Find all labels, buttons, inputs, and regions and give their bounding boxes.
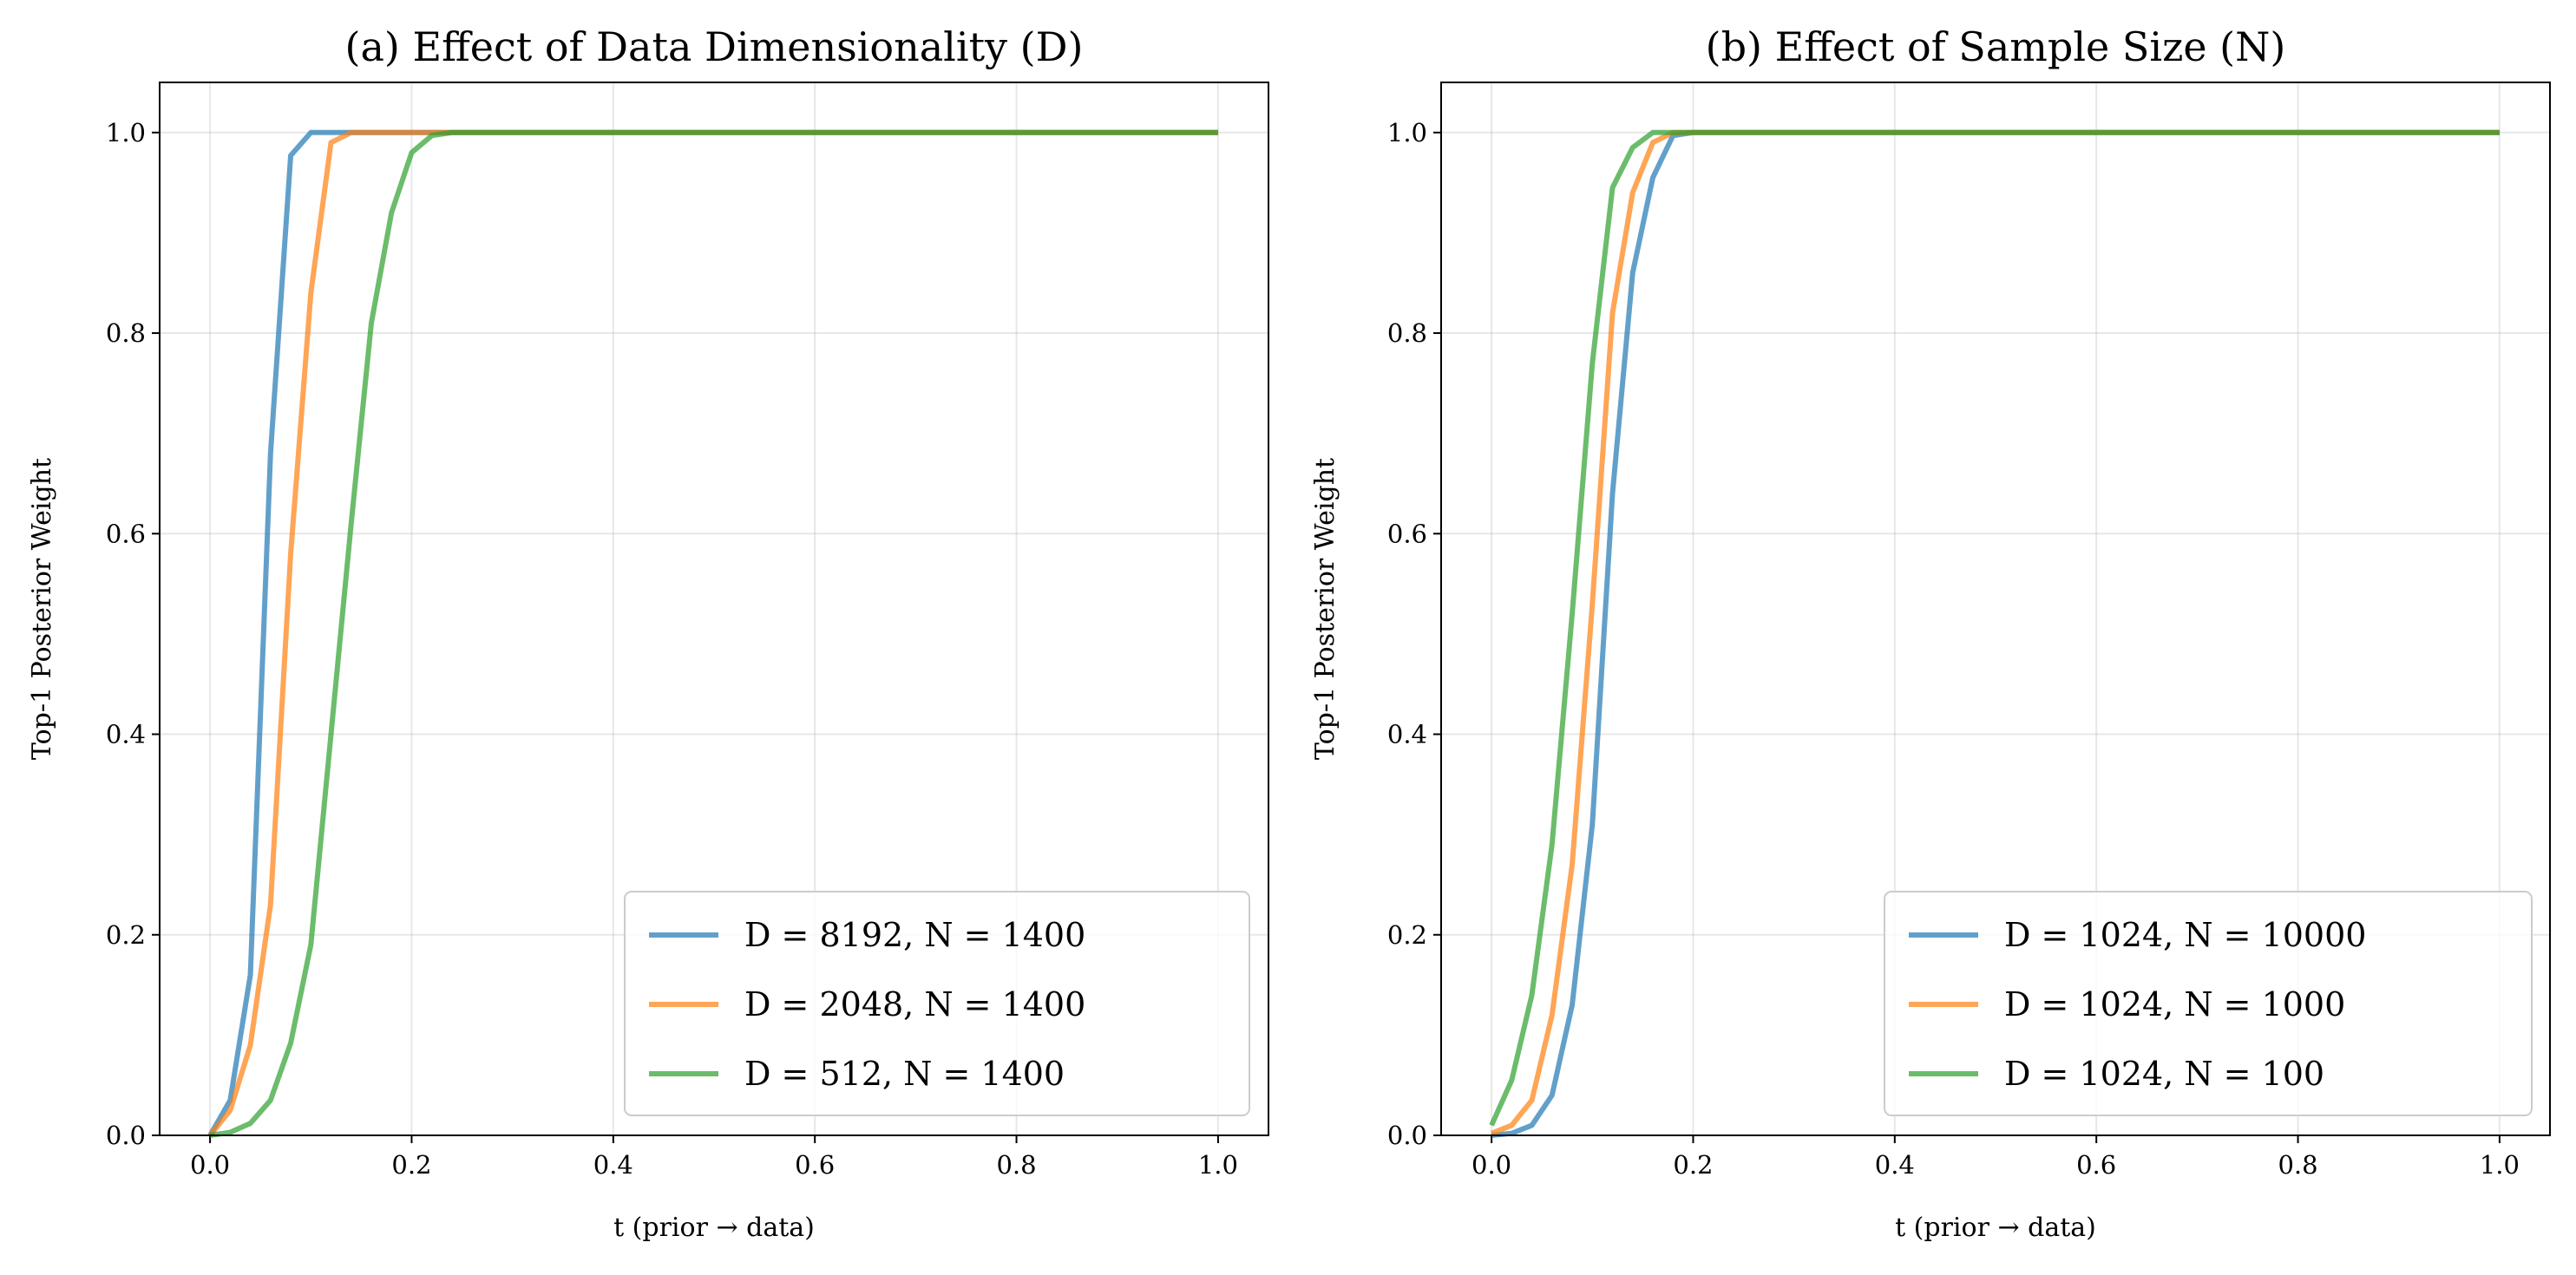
x-tick-label: 0.4 — [593, 1150, 633, 1180]
series-line-3 — [1489, 129, 2500, 1127]
x-tick-label: 0.8 — [996, 1150, 1036, 1180]
x-tick-label: 0.6 — [795, 1150, 835, 1180]
chart-title: (b) Effect of Sample Size (N) — [1706, 23, 2286, 70]
x-tick-label: 0.2 — [1673, 1150, 1713, 1180]
series-line-2 — [1490, 129, 2500, 1136]
x-tick-label: 0.4 — [1875, 1150, 1915, 1180]
legend: D = 8192, N = 1400 D = 2048, N = 1400 D = … — [624, 891, 1250, 1116]
x-axis-label: t (prior → data) — [1895, 1213, 2096, 1243]
legend-box — [624, 891, 1250, 1116]
y-tick-label: 0.0 — [1387, 1121, 1427, 1150]
legend-label: D = 1024, N = 10000 — [2004, 916, 2366, 954]
axes-frame — [1440, 82, 2551, 1136]
y-axis-label: Top-1 Posterior Weight — [1310, 458, 1340, 760]
x-tick-label: 0.6 — [2076, 1150, 2116, 1180]
x-tick-label: 1.0 — [2480, 1150, 2520, 1180]
x-tick-label: 0.0 — [190, 1150, 230, 1180]
x-axis-label: t (prior → data) — [613, 1213, 815, 1243]
legend-label: D = 512, N = 1400 — [744, 1055, 1065, 1093]
legend-label: D = 8192, N = 1400 — [744, 916, 1085, 954]
y-tick-label: 0.4 — [106, 720, 146, 749]
y-axis-label: Top-1 Posterior Weight — [27, 458, 57, 760]
y-tick-label: 0.8 — [1387, 318, 1427, 348]
y-tick-label: 0.4 — [1387, 720, 1427, 749]
y-tick-label: 0.6 — [1387, 519, 1427, 548]
x-tick-label: 0.0 — [1472, 1150, 1511, 1180]
panel-a: (a) Effect of Data Dimensionality (D) t … — [27, 23, 1269, 1243]
x-tick-label: 1.0 — [1198, 1150, 1238, 1180]
y-tick-label: 0.8 — [106, 318, 146, 348]
series-line-2 — [207, 129, 1218, 1137]
y-tick-label: 0.2 — [1387, 920, 1427, 950]
legend-label: D = 2048, N = 1400 — [744, 985, 1085, 1023]
chart-title: (a) Effect of Data Dimensionality (D) — [345, 23, 1084, 70]
x-tick-label: 0.8 — [2278, 1150, 2317, 1180]
y-tick-label: 0.6 — [106, 519, 146, 548]
series-line-3 — [209, 129, 1218, 1138]
y-tick-label: 0.0 — [106, 1121, 146, 1150]
y-tick-label: 1.0 — [1387, 118, 1427, 147]
y-tick-label: 1.0 — [106, 118, 146, 147]
panel-b: (b) Effect of Sample Size (N) t (prior →… — [1310, 23, 2551, 1243]
x-tick-label: 0.2 — [391, 1150, 431, 1180]
axes-frame — [159, 82, 1269, 1136]
series-line-1 — [207, 129, 1218, 1137]
legend-box — [1884, 891, 2533, 1116]
legend-label: D = 1024, N = 1000 — [2004, 985, 2345, 1023]
legend: D = 1024, N = 10000 D = 1024, N = 1000 D =… — [1884, 891, 2533, 1116]
legend-label: D = 1024, N = 100 — [2004, 1055, 2324, 1093]
y-tick-label: 0.2 — [106, 920, 146, 950]
